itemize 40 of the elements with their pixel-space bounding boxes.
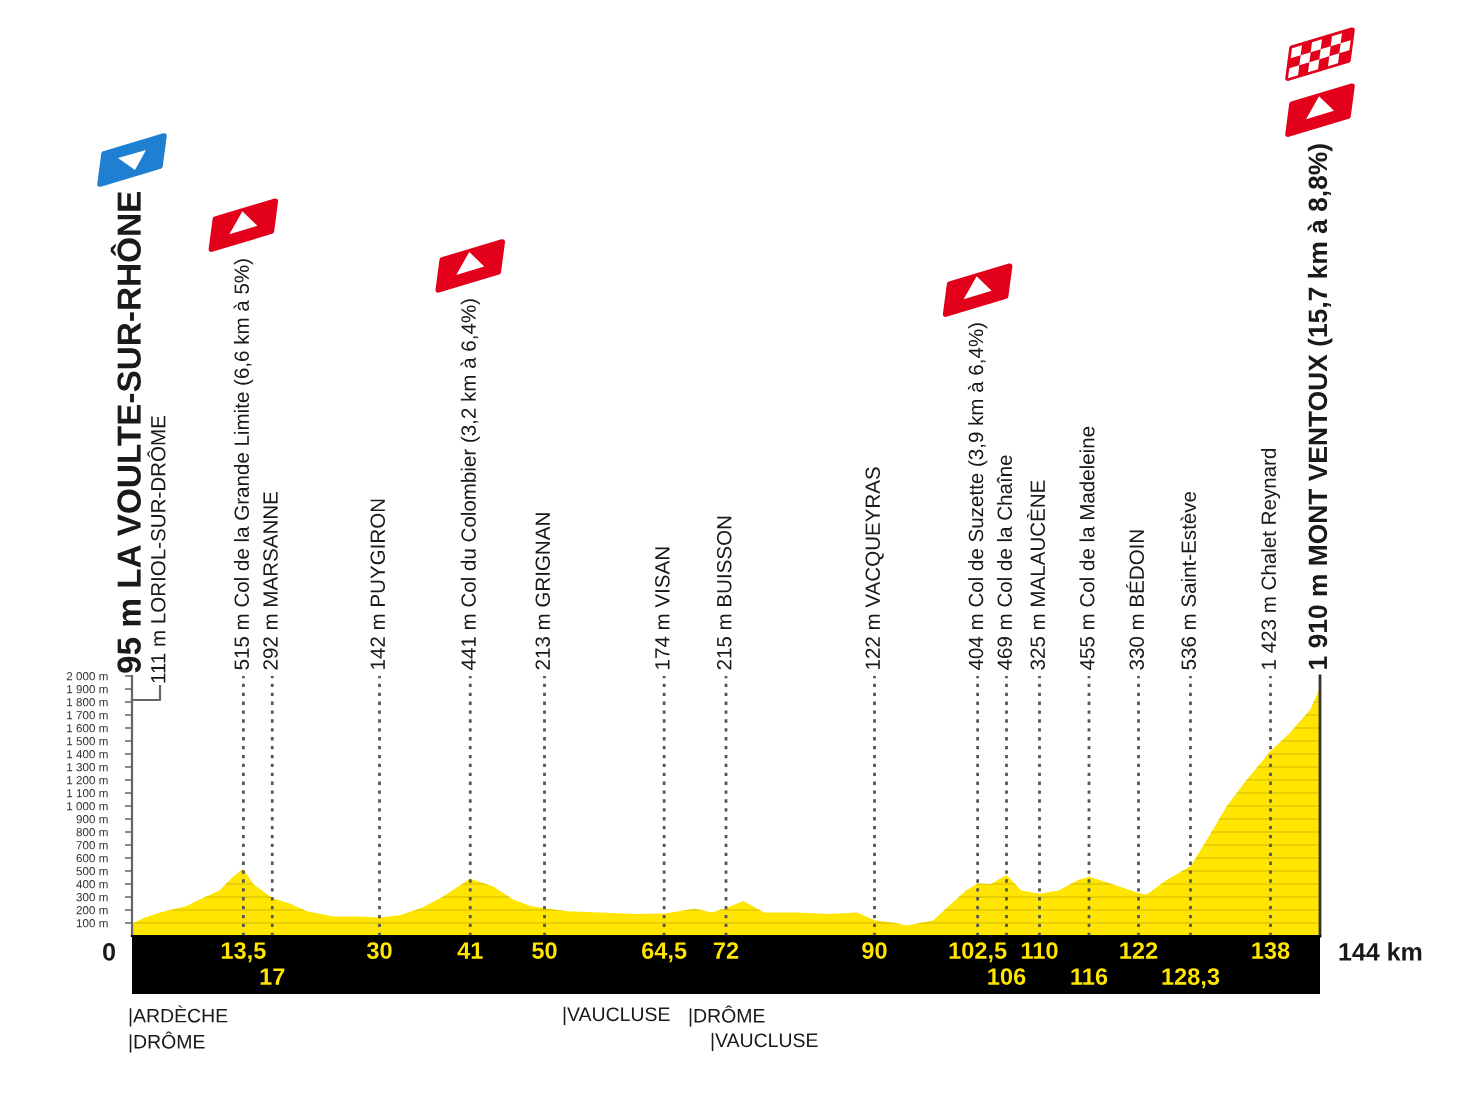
x-tick-label: 122 bbox=[1120, 942, 1158, 959]
x2-tick-label: 116 bbox=[1071, 968, 1108, 985]
ref-line-label: 330 m BÉDOIN bbox=[1125, 530, 1145, 670]
text: |ARDÈCHE bbox=[129, 1005, 228, 1027]
text: |VAUCLUSE bbox=[563, 1006, 670, 1026]
ref-line-label: 455 m Col de la Madeleine bbox=[1079, 426, 1095, 670]
x-tick-label: 110 bbox=[1021, 942, 1058, 959]
ref-line-label: 515 m Col de la Grande Limite (6,6 km à 5%) bbox=[233, 259, 254, 670]
ref-line-label: 325 m MALAUCÈNE bbox=[1026, 480, 1046, 670]
ref-line-label: 1 423 m Chalet Reynard bbox=[1260, 448, 1281, 669]
x2-tick-label: 106 bbox=[988, 968, 1026, 985]
ref-line-label: 469 m Col de la Chaîne bbox=[996, 455, 1013, 670]
ref-line-label: 404 m Col de Suzette (3,9 km à 6,4%) bbox=[967, 323, 988, 670]
x-tick-label: 50 bbox=[532, 942, 557, 959]
ref-line-label: 292 m MARSANNE bbox=[263, 491, 278, 670]
x2-tick-label: 128,3 bbox=[1162, 968, 1220, 989]
text: 0 bbox=[103, 943, 115, 961]
x-tick-label: 64,5 bbox=[642, 942, 687, 963]
ref-line-label: 215 m BUISSON bbox=[716, 516, 732, 670]
ref-line-label: 174 m VISAN bbox=[655, 547, 670, 669]
x-tick-label: 30 bbox=[366, 942, 392, 959]
text: |VAUCLUSE bbox=[711, 1032, 818, 1052]
ref-line-label: 142 m PUYGIRON bbox=[370, 499, 386, 669]
annotation: 111 m LORIOL-SUR-DRÔME bbox=[147, 416, 166, 683]
ref-line-label: 536 m Saint-Estève bbox=[1180, 491, 1196, 670]
x-tick-label: 102,5 bbox=[949, 942, 1007, 963]
ref-line-label: 213 m GRIGNAN bbox=[535, 513, 551, 670]
ref-line-label: 122 m VACQUEYRAS bbox=[865, 467, 884, 669]
x-tick-label: 138 bbox=[1252, 942, 1290, 959]
x-tick-label: 72 bbox=[713, 942, 739, 959]
ref-line-label: 1 910 m MONT VENTOUX (15,7 km à 8,8%) bbox=[1307, 144, 1333, 669]
text: 95 m LA VOULTE-SUR-RHÔNE bbox=[110, 191, 141, 673]
x2-tick-label: 17 bbox=[260, 968, 285, 985]
text: |DRÔME bbox=[689, 1005, 765, 1027]
x-tick-label: 90 bbox=[862, 942, 887, 959]
text: |DRÔME bbox=[129, 1031, 205, 1053]
text: 144 km bbox=[1339, 942, 1422, 961]
x-tick-label: 13,5 bbox=[221, 942, 266, 963]
x-tick-label: 41 bbox=[457, 942, 483, 959]
ref-line-label: 441 m Col du Colombier (3,2 km à 6,4%) bbox=[460, 299, 480, 670]
